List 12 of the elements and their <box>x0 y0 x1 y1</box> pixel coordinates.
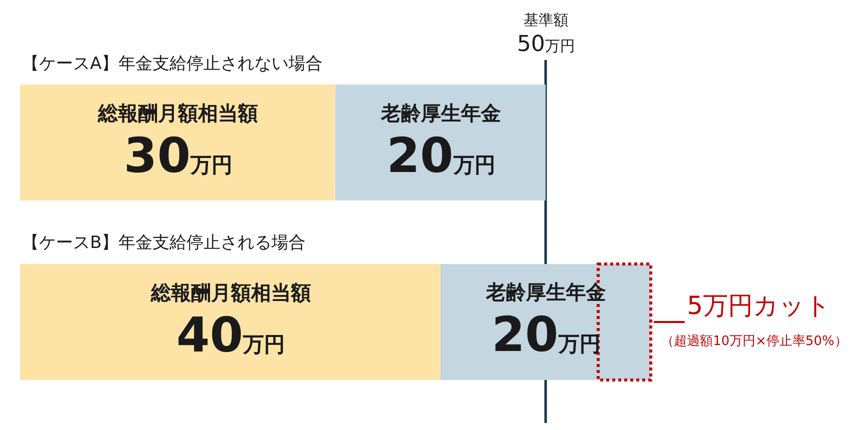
y-tick-label: 【ケースB】年金支給停止される場合 <box>22 233 306 253</box>
annotation: （超過額10万円×停止率50%） <box>661 333 848 349</box>
annotation: 5万円カット <box>687 291 831 320</box>
series-label: 老齢厚生年金 <box>380 101 502 126</box>
data-label: 30万円 <box>124 128 233 184</box>
data-label: 20万円 <box>386 128 496 184</box>
ref-line-label: 基準額 50万円 <box>517 11 575 57</box>
data-label: 40万円 <box>176 307 286 364</box>
text: 総報酬月額相当額 <box>150 280 311 304</box>
y-tick-label: 【ケースA】年金支給停止されない場合 <box>22 54 323 74</box>
series-label: 総報酬月額相当額 <box>97 101 258 126</box>
annotation: 老齢厚生年金 20万円 <box>485 280 606 363</box>
